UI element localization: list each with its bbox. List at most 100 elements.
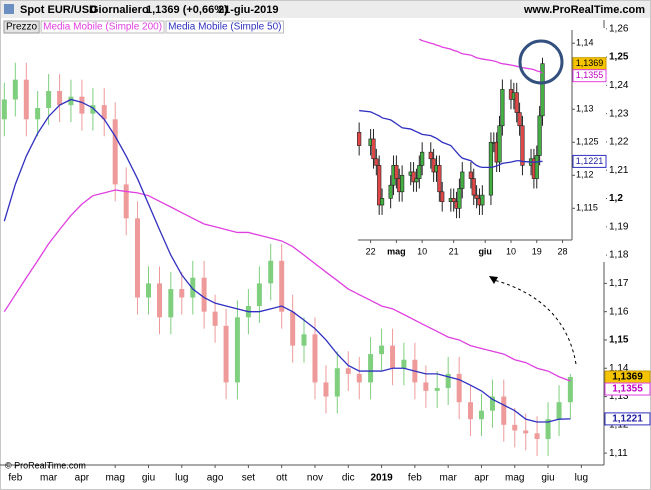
candle-body: [371, 138, 376, 160]
price-marker: [572, 154, 607, 168]
y-tick-label: 1,17: [609, 278, 629, 289]
candle-body: [401, 359, 407, 369]
candle-body: [512, 424, 518, 431]
y-tick-label: 1,115: [576, 203, 598, 213]
candle-body: [567, 377, 573, 403]
date: 21-giu-2019: [218, 4, 279, 16]
main-chart: 1,26 1,25 1,24 1,23 1,22 1,21 1,2 1,19 1,18 1,17 1…: [0, 20, 651, 484]
x-tick-label: apr: [75, 473, 90, 484]
candle-body: [334, 368, 340, 397]
candle-body: [168, 289, 174, 318]
legend-entry-box: [165, 20, 284, 34]
x-tick-label: 2019: [370, 473, 393, 484]
candle-body: [411, 171, 416, 183]
candle-body: [417, 165, 422, 179]
candle-body: [179, 289, 185, 298]
header-bar: [1, 1, 650, 18]
candle-body: [456, 373, 462, 403]
y-tick-label: 1,11: [609, 448, 628, 459]
y-tick-label: 1,16: [609, 306, 629, 317]
candle-body: [501, 396, 507, 425]
candle-body: [545, 419, 551, 439]
candle-body: [256, 283, 262, 307]
candle-body: [428, 151, 433, 160]
x-tick-label: feb: [408, 473, 422, 484]
x-tick-label: mag: [105, 473, 124, 484]
x-tick-label: dic: [342, 473, 355, 484]
candle-body: [356, 373, 362, 383]
price-marker-label: 1,1221: [612, 414, 643, 425]
y-tick-label: 1,14: [609, 363, 629, 374]
y-tick-label: 1,13: [576, 104, 594, 114]
candle-body: [223, 325, 229, 383]
candle-body: [156, 283, 162, 318]
y-tick-label: 1,12: [576, 170, 594, 180]
instrument: Spot EUR/USD: [20, 4, 97, 16]
candle-body: [112, 119, 118, 185]
candle-body: [467, 402, 473, 420]
candle-body: [212, 311, 218, 326]
candle-body: [279, 260, 285, 312]
inset-chart: 1,14 1,13 1,125 1,12 1,115 22 mag 10 21 giu 10 19 28…: [357, 28, 607, 262]
candle-body: [534, 433, 540, 439]
candle-body: [377, 165, 382, 206]
candle-body: [90, 105, 96, 114]
y-tick-label: 1,18: [609, 250, 629, 261]
candle-body: [540, 63, 545, 117]
x-tick-label: 10: [417, 246, 427, 256]
legend: Prezzo Media Mobile (Simple 200) Media Mob…: [3, 20, 284, 34]
price-marker-label: 1,1355: [576, 70, 604, 80]
y-tick-label: 1,26: [609, 23, 629, 34]
source: www.ProRealTime.com: [523, 4, 645, 16]
y-tick-label: 1,14: [576, 38, 594, 48]
candle-body: [534, 155, 539, 179]
x-tick-label: 19: [532, 246, 542, 256]
candle-body: [414, 178, 419, 183]
x-tick-label: 28: [558, 246, 568, 256]
x-tick-label: lug: [175, 473, 188, 484]
x-tick-label: mag: [505, 473, 524, 484]
candle-body: [440, 191, 445, 202]
candle-body: [390, 345, 396, 369]
candle-body: [323, 382, 329, 397]
x-tick-label: ott: [276, 473, 287, 484]
y-tick-label: 1,21: [609, 165, 629, 176]
x-tick-label: apr: [474, 473, 489, 484]
copyright: © ProRealTime.com: [5, 460, 86, 470]
x-tick-label: ago: [207, 473, 224, 484]
candle-body: [146, 283, 152, 298]
candle-body: [79, 96, 85, 114]
y-tick-label: 1,15: [609, 335, 629, 346]
candle-body: [500, 89, 505, 127]
x-tick-label: lug: [575, 473, 588, 484]
candle-body: [312, 334, 318, 383]
candle-body: [68, 96, 74, 106]
arrow-head: [489, 276, 498, 284]
x-tick-label: mar: [40, 473, 58, 484]
candle-body: [457, 188, 462, 209]
legend-entry-box: [40, 20, 165, 34]
candle-body: [388, 184, 393, 199]
candle-body: [46, 91, 52, 108]
header-icon: [4, 4, 14, 14]
legend-price-box: [3, 20, 40, 34]
candle-body: [394, 165, 399, 179]
x-tick-label: feb: [8, 473, 22, 484]
x-tick-label: giu: [478, 246, 492, 256]
candle-body: [488, 141, 494, 196]
candle-body: [234, 317, 240, 383]
last-price: 1,1369 (+0,66%): [146, 4, 228, 16]
candle-body: [460, 171, 465, 189]
candle-body: [423, 382, 429, 391]
candle-body: [497, 125, 502, 163]
x-tick-label: mag: [387, 246, 406, 256]
inset-background: [358, 28, 606, 262]
candle-body: [379, 345, 385, 355]
x-tick-label: 10: [506, 246, 516, 256]
candle-body: [290, 311, 296, 346]
legend-entry: Media Mobile (Simple 50): [168, 22, 281, 33]
candle-body: [35, 107, 41, 120]
price-marker: [604, 382, 651, 396]
period: Giornaliero: [90, 4, 149, 16]
